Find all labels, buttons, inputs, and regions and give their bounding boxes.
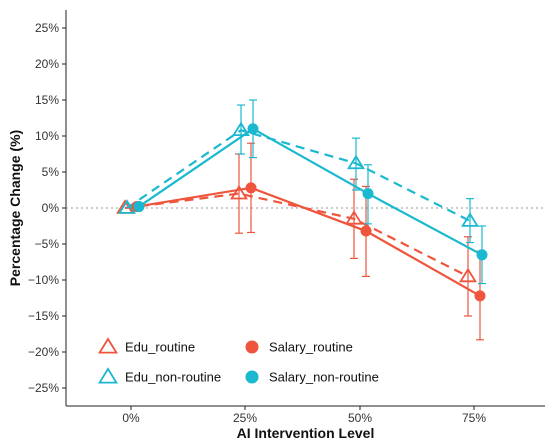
data-point xyxy=(133,201,145,213)
legend-marker xyxy=(245,370,259,384)
data-point xyxy=(230,184,248,200)
series-edu-routine xyxy=(116,153,477,317)
x-tick-label: 0% xyxy=(122,411,140,425)
y-tick-label: 25% xyxy=(35,21,59,35)
legend: Edu_routine Edu_non-routine Salary_routine… xyxy=(97,337,379,385)
legend-label: Salary_non-routine xyxy=(269,370,379,385)
data-point xyxy=(245,182,257,194)
y-axis: 25% 20% 15% 10% 5% 0% −5% −10% −15% −20% −25% xyxy=(28,10,67,406)
legend-item-salary-non-routine: Salary_non-routine xyxy=(245,370,379,385)
x-axis: 0% 25% 50% 75% xyxy=(66,405,545,425)
legend-item-edu-routine: Edu_routine xyxy=(97,337,195,355)
series-edu-non-routine xyxy=(118,104,479,244)
data-point xyxy=(461,212,479,227)
legend-marker xyxy=(97,337,119,354)
legend-marker xyxy=(245,340,259,354)
data-point xyxy=(345,210,363,225)
data-point xyxy=(474,290,486,302)
y-tick-label: −25% xyxy=(28,381,59,395)
series-line xyxy=(124,192,469,278)
legend-item-salary-routine: Salary_routine xyxy=(245,340,353,355)
data-point xyxy=(347,154,365,170)
y-tick-label: −10% xyxy=(28,273,59,287)
y-tick-label: 10% xyxy=(35,129,59,143)
y-tick-label: 20% xyxy=(35,57,59,71)
data-point xyxy=(360,225,372,237)
series-layer xyxy=(116,99,488,341)
series-line xyxy=(138,127,483,256)
series-line xyxy=(136,186,481,297)
y-axis-title: Percentage Change (%) xyxy=(7,130,23,286)
data-point xyxy=(247,123,259,135)
data-point xyxy=(118,199,136,214)
y-tick-label: −15% xyxy=(28,309,59,323)
series-salary-routine xyxy=(131,142,486,341)
y-tick-label: −20% xyxy=(28,345,59,359)
y-tick-label: 0% xyxy=(42,201,60,215)
series-line xyxy=(126,129,471,222)
x-tick-label: 75% xyxy=(462,411,486,425)
legend-marker xyxy=(97,367,119,384)
legend-label: Salary_routine xyxy=(269,340,353,355)
series-salary-non-routine xyxy=(133,99,488,285)
legend-label: Edu_routine xyxy=(125,340,195,355)
data-point xyxy=(362,188,374,200)
y-tick-label: −5% xyxy=(35,237,60,251)
x-tick-label: 25% xyxy=(233,411,257,425)
y-tick-label: 15% xyxy=(35,93,59,107)
x-axis-title: AI Intervention Level xyxy=(237,425,375,441)
data-point xyxy=(232,121,250,137)
legend-item-edu-non-routine: Edu_non-routine xyxy=(97,367,221,385)
x-tick-label: 50% xyxy=(348,411,372,425)
y-tick-label: 5% xyxy=(42,165,60,179)
data-point xyxy=(476,249,488,261)
legend-label: Edu_non-routine xyxy=(125,370,221,385)
data-point xyxy=(459,267,477,283)
